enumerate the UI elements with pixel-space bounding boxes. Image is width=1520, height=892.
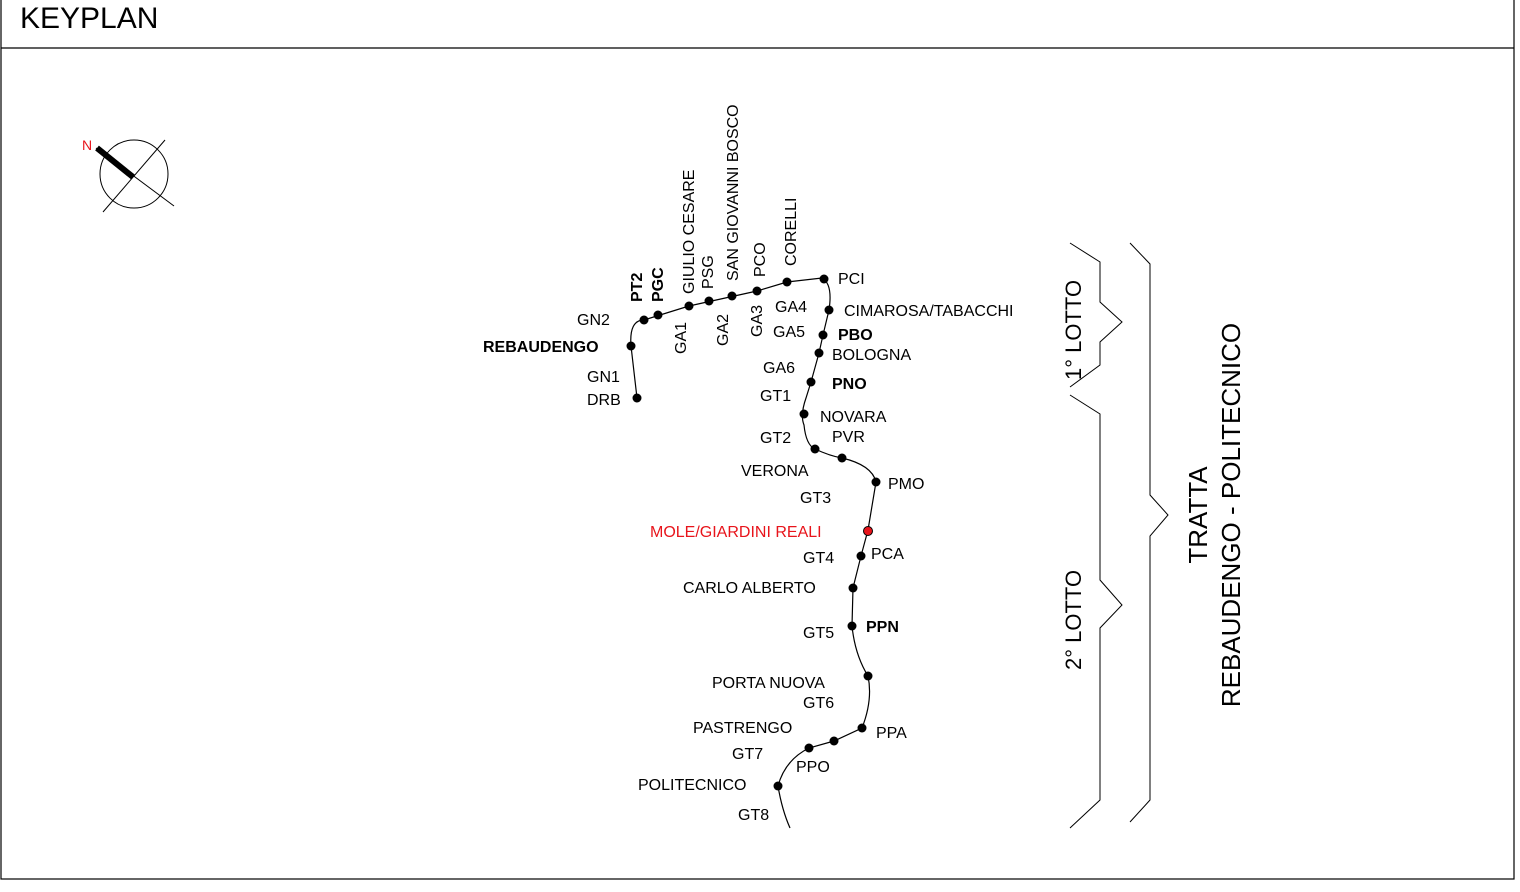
- station-dot[interactable]: [847, 621, 857, 631]
- shaft-label-pca: PCA: [871, 546, 904, 563]
- station-dot-mole[interactable]: [863, 526, 873, 536]
- keyplan-title: KEYPLAN: [20, 2, 158, 35]
- shaft-label-pbo: PBO: [838, 327, 873, 344]
- station-label-novara: NOVARA: [820, 409, 887, 426]
- station-dot[interactable]: [626, 341, 636, 351]
- gallery-label-ga5: GA5: [773, 324, 805, 341]
- station-label-bologna: BOLOGNA: [832, 347, 911, 364]
- north-arrow-icon: N: [82, 137, 175, 213]
- station-label-cimarosa: CIMAROSA/TABACCHI: [844, 303, 1014, 320]
- station-dot[interactable]: [752, 286, 762, 296]
- station-dot[interactable]: [782, 277, 792, 287]
- station-dot[interactable]: [804, 743, 814, 753]
- station-label-pastrengo: PASTRENGO: [693, 720, 792, 737]
- station-label-giulio-cesare: GIULIO CESARE: [681, 170, 698, 294]
- station-label-corelli: CORELLI: [783, 198, 800, 266]
- gallery-label-gt5: GT5: [803, 625, 834, 642]
- lot1-brace: [1069, 242, 1123, 388]
- tratta-label-line2: REBAUDENGO - POLITECNICO: [1216, 323, 1246, 707]
- station-label-porta-nuova: PORTA NUOVA: [712, 675, 825, 692]
- shaft-label-psg: PSG: [700, 255, 717, 289]
- station-dot[interactable]: [819, 274, 829, 284]
- station-dot[interactable]: [810, 444, 820, 454]
- north-label: N: [82, 137, 92, 153]
- station-dot[interactable]: [824, 305, 834, 315]
- gallery-label-gt3: GT3: [800, 490, 831, 507]
- station-dot[interactable]: [684, 301, 694, 311]
- lot2-label: 2° LOTTO: [1061, 570, 1086, 670]
- shaft-label-ppo: PPO: [796, 759, 830, 776]
- station-dot[interactable]: [806, 377, 816, 387]
- station-dot[interactable]: [829, 736, 839, 746]
- shaft-label-pci: PCI: [838, 271, 865, 288]
- station-label-san-giovanni-bosco: SAN GIOVANNI BOSCO: [725, 104, 742, 281]
- station-dot[interactable]: [863, 671, 873, 681]
- gallery-label-gn2: GN2: [577, 312, 610, 329]
- shaft-label-pgc: PGC: [650, 267, 667, 302]
- shaft-label-pvr: PVR: [832, 429, 865, 446]
- station-dot[interactable]: [814, 348, 824, 358]
- station-dots: [626, 274, 881, 791]
- gallery-label-ga3: GA3: [749, 305, 766, 337]
- station-dot[interactable]: [773, 781, 783, 791]
- station-label-carlo-alberto: CARLO ALBERTO: [683, 580, 816, 597]
- station-dot[interactable]: [818, 330, 828, 340]
- gallery-label-gt7: GT7: [732, 746, 763, 763]
- gallery-label-ga2: GA2: [715, 314, 732, 346]
- shaft-label-pco: PCO: [752, 242, 769, 277]
- station-label-mole: MOLE/GIARDINI REALI: [650, 524, 822, 541]
- shaft-label-pt2: PT2: [629, 273, 646, 302]
- station-dot[interactable]: [837, 453, 847, 463]
- shaft-label-drb: DRB: [587, 392, 621, 409]
- gallery-label-gt2: GT2: [760, 430, 791, 447]
- shaft-label-pmo: PMO: [888, 476, 924, 493]
- lot2-brace: [1069, 394, 1123, 829]
- gallery-label-gt8: GT8: [738, 807, 769, 824]
- tratta-label-line1: TRATTA: [1183, 466, 1213, 564]
- gallery-label-gt1: GT1: [760, 388, 791, 405]
- tratta-brace: [1129, 242, 1169, 823]
- gallery-label-gn1: GN1: [587, 369, 620, 386]
- station-dot[interactable]: [727, 291, 737, 301]
- station-label-verona: VERONA: [741, 463, 809, 480]
- station-dot[interactable]: [857, 723, 867, 733]
- gallery-label-ga4: GA4: [775, 299, 807, 316]
- lot1-label: 1° LOTTO: [1061, 280, 1086, 380]
- shaft-label-ppa: PPA: [876, 725, 907, 742]
- shaft-label-pno: PNO: [832, 376, 867, 393]
- station-dot[interactable]: [632, 393, 642, 403]
- gallery-label-gt4: GT4: [803, 550, 834, 567]
- station-dot[interactable]: [639, 315, 649, 325]
- station-dot[interactable]: [653, 310, 663, 320]
- gallery-label-gt6: GT6: [803, 695, 834, 712]
- station-dot[interactable]: [848, 583, 858, 593]
- shaft-label-ppn: PPN: [866, 619, 899, 636]
- gallery-label-ga1: GA1: [673, 322, 690, 354]
- station-label-rebaudengo: REBAUDENGO: [483, 339, 599, 356]
- station-dot[interactable]: [871, 477, 881, 487]
- station-dot[interactable]: [856, 551, 866, 561]
- station-label-politecnico: POLITECNICO: [638, 777, 746, 794]
- station-dot[interactable]: [704, 296, 714, 306]
- station-dot[interactable]: [799, 409, 809, 419]
- gallery-label-ga6: GA6: [763, 360, 795, 377]
